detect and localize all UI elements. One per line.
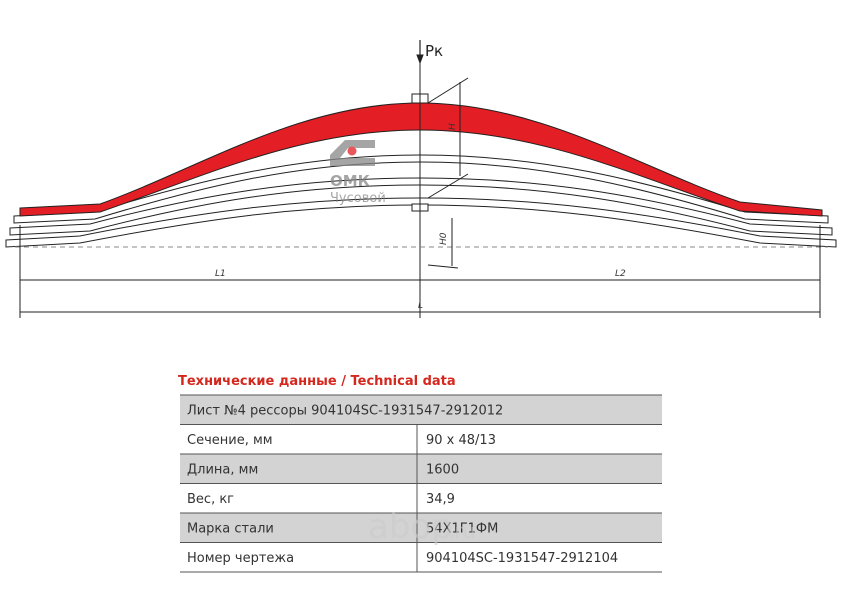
row-bg bbox=[180, 454, 662, 484]
leaf-3 bbox=[9, 177, 833, 236]
l-label: L bbox=[418, 301, 423, 311]
table-title: Технические данные / Technical data bbox=[178, 374, 456, 389]
watermark-name: abop bbox=[368, 507, 453, 547]
header-row bbox=[180, 395, 662, 425]
leaf-4 bbox=[5, 197, 837, 248]
leaf-1 bbox=[19, 102, 823, 217]
data-table: Лист №4 рессоры 904104SC-1931547-2912012… bbox=[180, 394, 662, 573]
h0-label: H0 bbox=[439, 232, 449, 245]
logo-city: Чусовой bbox=[330, 191, 386, 206]
value-cell: 54X1Г1ФМ bbox=[426, 521, 498, 536]
logo-dot bbox=[347, 146, 357, 156]
load-arrow-head bbox=[416, 54, 424, 65]
param-cell: Вес, кг bbox=[187, 492, 234, 507]
load-label: Рк bbox=[425, 42, 443, 60]
watermark-domain: .ru bbox=[448, 519, 475, 543]
l2-label: L2 bbox=[615, 269, 626, 279]
logo-mark bbox=[330, 140, 375, 166]
value-cell: 90 x 48/13 bbox=[426, 433, 496, 448]
param-cell: Сечение, мм bbox=[187, 433, 273, 448]
row-bg bbox=[180, 513, 662, 543]
value-cell: 904104SC-1931547-2912104 bbox=[426, 551, 618, 566]
dim-h0-ext bbox=[427, 264, 459, 269]
dim-h-ext bbox=[427, 77, 469, 104]
l1-label: L1 bbox=[215, 269, 226, 279]
dim-h-ext2 bbox=[427, 173, 469, 199]
value-cell: 1600 bbox=[426, 462, 459, 477]
header-cell: Лист №4 рессоры 904104SC-1931547-2912012 bbox=[187, 403, 503, 418]
param-cell: Марка стали bbox=[187, 521, 274, 536]
leaf-2 bbox=[13, 154, 829, 224]
spring-drawing bbox=[5, 40, 837, 318]
param-cell: Номер чертежа bbox=[187, 551, 294, 566]
logo-name: ОМК bbox=[330, 172, 371, 190]
param-cell: Длина, мм bbox=[187, 462, 258, 477]
h-label: H bbox=[448, 123, 458, 130]
logo: ОМК Чусовой bbox=[330, 140, 386, 206]
value-cell: 34,9 bbox=[426, 492, 455, 507]
